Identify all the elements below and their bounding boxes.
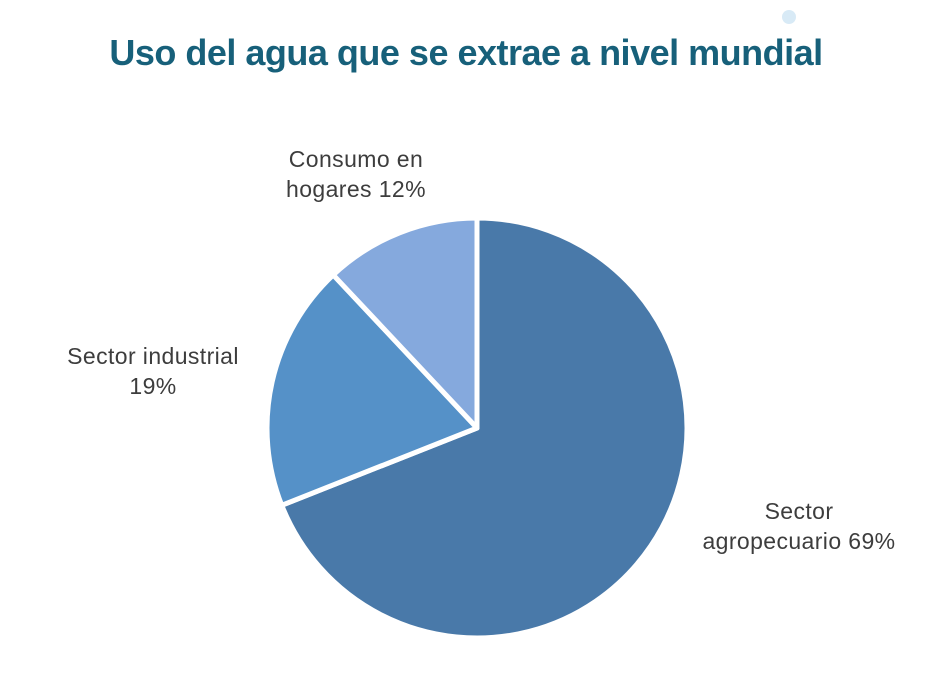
pie-label-hogares: Consumo en hogares 12%	[246, 144, 466, 204]
pie-label-agropecuario-line1: Sector	[764, 498, 834, 524]
pie-slice-agropecuario	[279, 215, 690, 641]
pie-label-industrial-line1: Sector industrial	[67, 343, 239, 369]
pie-label-industrial: Sector industrial 19%	[43, 341, 263, 401]
chart-title: Uso del agua que se extrae a nivel mundi…	[109, 32, 823, 73]
pie-slice-hogares	[330, 215, 480, 431]
pie-label-agropecuario-line2: agropecuario 69%	[702, 528, 896, 554]
pie-label-industrial-line2: 19%	[129, 373, 177, 399]
accent-dot-icon	[782, 10, 796, 24]
pie-slice-industrial	[264, 272, 480, 508]
pie-label-agropecuario: Sector agropecuario 69%	[674, 496, 924, 556]
pie-label-hogares-line1: Consumo en	[288, 146, 424, 172]
pie-label-hogares-line2: hogares 12%	[286, 176, 426, 202]
